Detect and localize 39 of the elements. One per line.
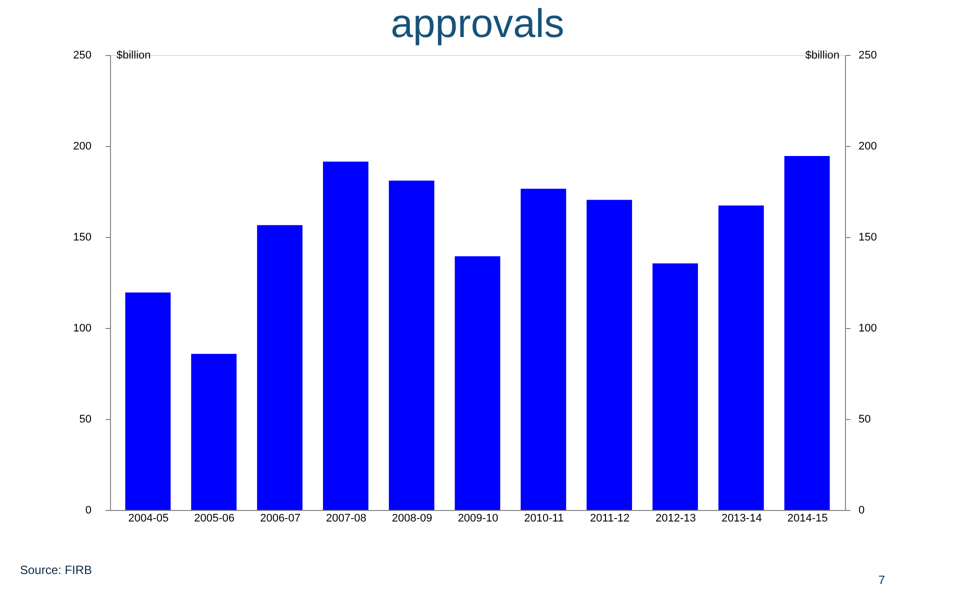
y2-tick-label: 200	[858, 140, 877, 152]
bar	[718, 206, 764, 510]
bar	[454, 256, 500, 510]
bar	[652, 263, 698, 510]
x-tick-label: 2010-11	[524, 512, 564, 524]
chart-title: approvals	[390, 2, 564, 46]
y2-tick-label: 0	[858, 504, 865, 516]
x-tick-label: 2005-06	[194, 512, 235, 524]
y2-tick-label: 100	[858, 322, 877, 334]
bar	[784, 156, 830, 510]
x-tick-label: 2004-05	[128, 512, 169, 524]
x-tick-label: 2013-14	[721, 512, 762, 524]
bar	[322, 162, 368, 510]
y-tick-label: 100	[73, 322, 92, 334]
y-tick-label: 150	[73, 232, 92, 244]
y-tick-label: 200	[73, 140, 92, 152]
bar	[125, 292, 171, 510]
y-tick-label: 50	[79, 414, 92, 426]
bar	[191, 354, 237, 510]
x-tick-label: 2011-12	[590, 512, 630, 524]
y-tick-label: 0	[85, 504, 92, 516]
bar	[520, 188, 566, 510]
y2-tick-label: 50	[858, 414, 871, 426]
x-tick-label: 2009-10	[458, 512, 498, 524]
y-axis-title: $billion	[116, 50, 151, 62]
text: 7	[878, 573, 886, 587]
x-tick-label: 2008-09	[392, 512, 432, 524]
bar	[257, 225, 302, 510]
source-note: Source: FIRB	[20, 563, 92, 577]
y2-tick-label: 250	[858, 50, 877, 62]
bar	[388, 180, 434, 510]
x-tick-label: 2014-15	[787, 512, 828, 524]
x-tick-label: 2006-07	[260, 512, 300, 524]
bar	[586, 200, 632, 510]
y-tick-label: 250	[73, 50, 92, 62]
y2-tick-label: 150	[858, 232, 877, 244]
x-tick-label: 2007-08	[326, 512, 366, 524]
x-tick-label: 2012-13	[656, 512, 696, 524]
y2-axis-title: $billion	[805, 50, 840, 62]
